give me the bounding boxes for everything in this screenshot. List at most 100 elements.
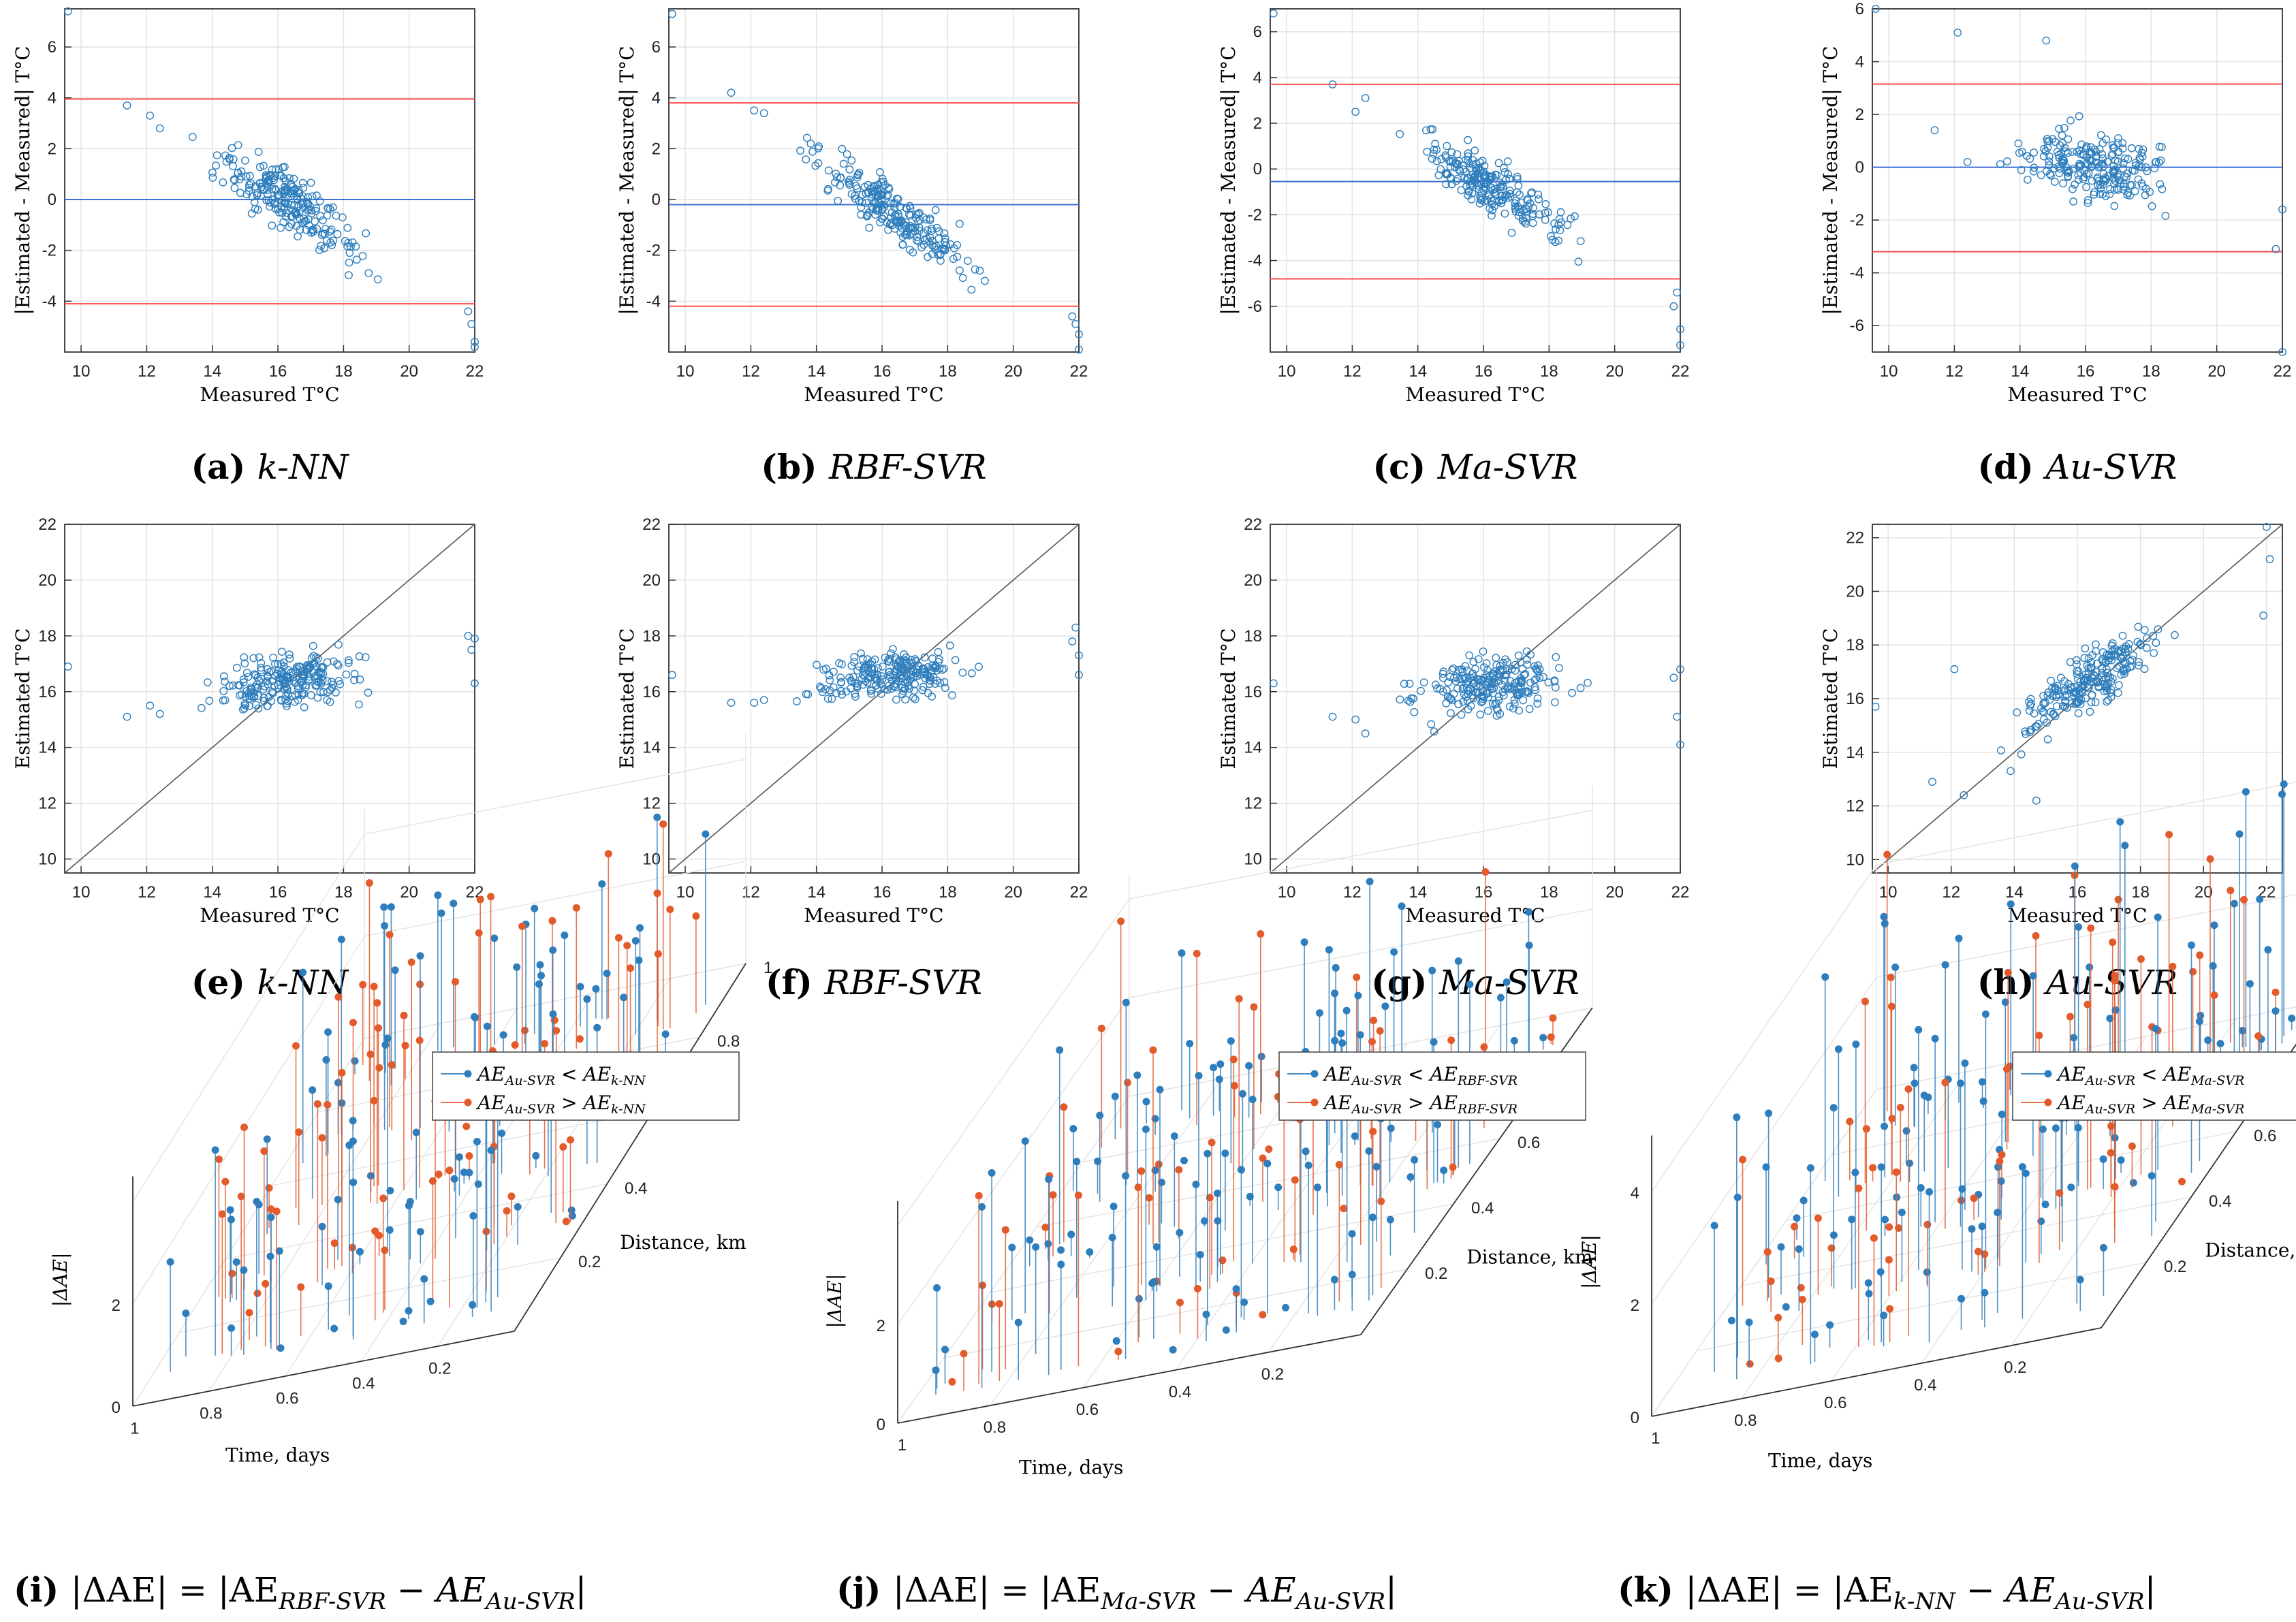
data-point [824,185,832,193]
data-point [876,218,885,227]
data-point [953,253,962,261]
data-point [2152,157,2160,166]
stem-marker-blue [1941,961,1949,969]
data-point [907,229,915,238]
x-tick-label: 16 [1475,362,1493,381]
caption-letter: (h) [1977,962,2046,1002]
data-point [234,141,242,149]
x-tick-label: 14 [2011,362,2029,381]
caption-letter: (g) [1371,962,1439,1002]
stem-marker-red [221,1177,230,1186]
data-point [188,133,197,142]
data-point [282,188,291,197]
distance-axis-label: Distance, km [620,1231,746,1254]
y-axis-label: |Estimated - Measured| T°C [12,46,34,315]
stem-marker-blue [1112,1337,1120,1345]
data-point [306,178,315,187]
data-point [63,7,72,16]
data-point [471,343,479,351]
data-point [315,246,324,255]
time-tick-label: 0.4 [352,1375,375,1393]
z-axis-label: |ΔAE| [1578,1235,1601,1289]
stem-marker-red [1041,1224,1050,1231]
text-run: (i) [14,1570,71,1610]
stem-marker-blue [1073,1158,1081,1166]
data-point [1453,150,1462,159]
data-point [927,224,936,233]
data-point [1499,691,1508,700]
data-point [362,229,371,238]
data-point [1490,188,1499,197]
data-point [1576,684,1585,693]
data-point [471,338,479,346]
stem-marker-red [1547,1033,1555,1041]
text-run: < [1402,1063,1430,1085]
data-point [2031,722,2040,731]
data-point [1506,685,1515,694]
subscript: Au-SVR [484,1588,575,1615]
data-point [912,214,920,223]
data-point [956,219,964,228]
stem-marker-blue [1795,1245,1803,1253]
stem-marker-red [265,1184,273,1192]
data-point [1488,211,1496,220]
stem-marker-blue [1710,1222,1718,1230]
stem-marker-red [1124,1079,1131,1087]
data-point [270,659,279,668]
y-tick-label: 10 [1244,850,1262,869]
data-point [1361,729,1370,738]
data-point [919,229,928,237]
stem-marker-red [1335,1160,1343,1168]
data-point [885,682,893,690]
stem-marker-blue [1931,1034,1939,1043]
data-point [273,191,282,200]
data-point [667,10,676,18]
data-point [876,677,884,686]
x-axis-label: Measured T°C [2007,383,2147,406]
stem-marker-blue [1108,1233,1116,1241]
data-point [1505,174,1514,183]
stem-marker-blue [1111,1092,1119,1100]
data-point [885,658,894,666]
stem-marker-blue [1994,1209,2002,1217]
stem-marker-blue [636,924,644,932]
stem-marker-blue [1762,1163,1770,1171]
stem-marker-red [507,1192,516,1200]
data-point [905,210,913,219]
text-run: AE [1428,1063,1458,1085]
stem-marker-red [627,964,635,972]
stem-marker-red [1883,850,1891,859]
data-point [2038,707,2047,716]
data-point [240,659,249,668]
data-point [850,653,859,661]
data-point [1465,651,1474,660]
stem-marker-blue [1799,1196,1808,1205]
data-point [1447,709,1455,718]
stem-marker-blue [1834,1045,1842,1053]
stem-marker-blue [1806,1164,1814,1172]
x-tick-label: 16 [269,362,287,381]
stem-marker-red [313,1100,321,1108]
data-point [2066,116,2075,125]
legend-marker [2044,1098,2052,1107]
data-point [1430,727,1438,736]
stem-marker-blue [1150,1278,1158,1286]
stem-marker-blue [1877,1163,1885,1171]
data-point [2056,673,2065,682]
y-tick-label: 2 [652,140,661,158]
data-point [2103,669,2111,678]
data-point [253,673,262,682]
stem-marker-blue [1910,1079,1919,1087]
stem3d-panel-j: 10.80.60.40.20.20.40.60.802Time, daysDis… [823,785,1593,1615]
data-point [1471,146,1479,155]
data-point [1576,237,1585,245]
stem-marker-blue [1876,1268,1885,1276]
data-point [1524,688,1532,696]
stem-marker-blue [1156,1085,1164,1094]
stem-marker-blue [1215,1075,1223,1083]
x-tick-label: 12 [138,883,156,902]
data-point [1071,623,1080,632]
data-point [1442,180,1451,189]
data-point [63,663,72,671]
